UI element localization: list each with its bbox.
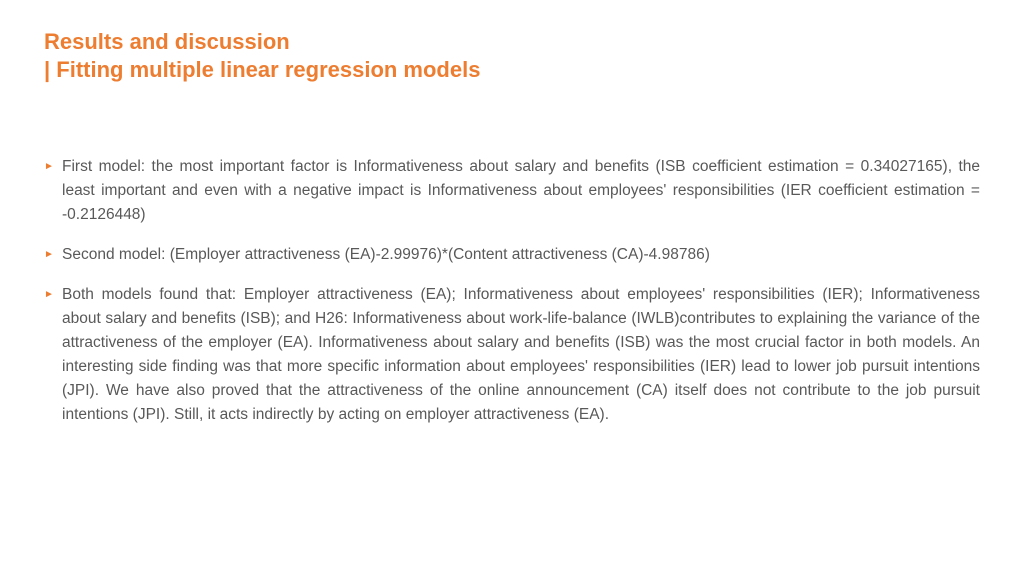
title-line-2: | Fitting multiple linear regression mod…: [44, 56, 980, 84]
title-line-1: Results and discussion: [44, 28, 980, 56]
list-item: Both models found that: Employer attract…: [44, 283, 980, 427]
bullet-list: First model: the most important factor i…: [44, 155, 980, 427]
slide-title: Results and discussion | Fitting multipl…: [44, 28, 980, 83]
list-item: Second model: (Employer attractiveness (…: [44, 243, 980, 267]
list-item: First model: the most important factor i…: [44, 155, 980, 227]
